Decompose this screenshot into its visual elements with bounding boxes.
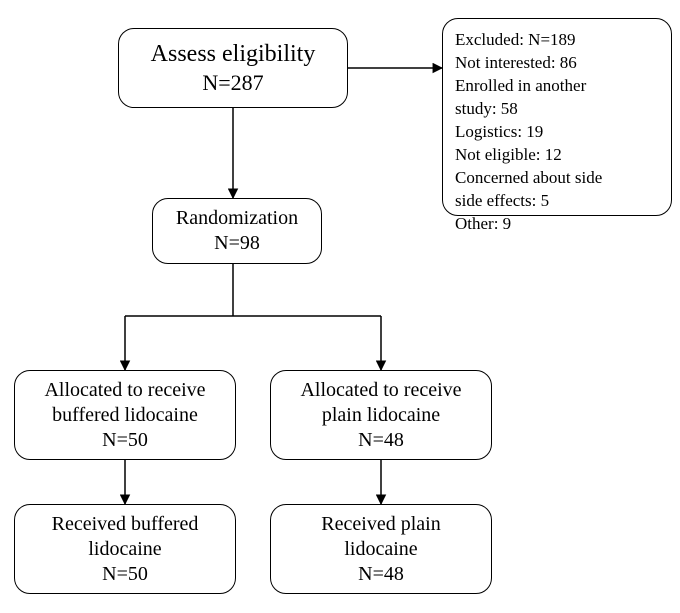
alloc-plain-line1: Allocated to receive xyxy=(300,378,461,403)
received-buffered-line2: lidocaine xyxy=(88,537,161,562)
node-assess-eligibility: Assess eligibility N=287 xyxy=(118,28,348,108)
received-plain-line2: lidocaine xyxy=(344,537,417,562)
assess-line2: N=287 xyxy=(202,69,263,97)
node-excluded: Excluded: N=189 Not interested: 86 Enrol… xyxy=(442,18,672,216)
node-randomization: Randomization N=98 xyxy=(152,198,322,264)
received-plain-line3: N=48 xyxy=(358,562,404,587)
randomization-line2: N=98 xyxy=(214,231,260,256)
node-allocated-buffered: Allocated to receive buffered lidocaine … xyxy=(14,370,236,460)
alloc-buffered-line1: Allocated to receive xyxy=(44,378,205,403)
assess-line1: Assess eligibility xyxy=(151,39,316,69)
received-plain-line1: Received plain xyxy=(321,512,440,537)
alloc-buffered-line3: N=50 xyxy=(102,428,148,453)
node-allocated-plain: Allocated to receive plain lidocaine N=4… xyxy=(270,370,492,460)
alloc-buffered-line2: buffered lidocaine xyxy=(52,403,198,428)
excluded-line: study: 58 xyxy=(455,98,518,121)
excluded-line: Concerned about side xyxy=(455,167,602,190)
excluded-line: Enrolled in another xyxy=(455,75,586,98)
excluded-line: Other: 9 xyxy=(455,213,511,236)
node-received-plain: Received plain lidocaine N=48 xyxy=(270,504,492,594)
received-buffered-line3: N=50 xyxy=(102,562,148,587)
alloc-plain-line3: N=48 xyxy=(358,428,404,453)
excluded-line: side effects: 5 xyxy=(455,190,549,213)
excluded-line: Not eligible: 12 xyxy=(455,144,562,167)
node-received-buffered: Received buffered lidocaine N=50 xyxy=(14,504,236,594)
received-buffered-line1: Received buffered xyxy=(52,512,199,537)
excluded-line: Excluded: N=189 xyxy=(455,29,576,52)
alloc-plain-line2: plain lidocaine xyxy=(322,403,440,428)
excluded-line: Not interested: 86 xyxy=(455,52,577,75)
randomization-line1: Randomization xyxy=(176,206,298,231)
excluded-line: Logistics: 19 xyxy=(455,121,543,144)
